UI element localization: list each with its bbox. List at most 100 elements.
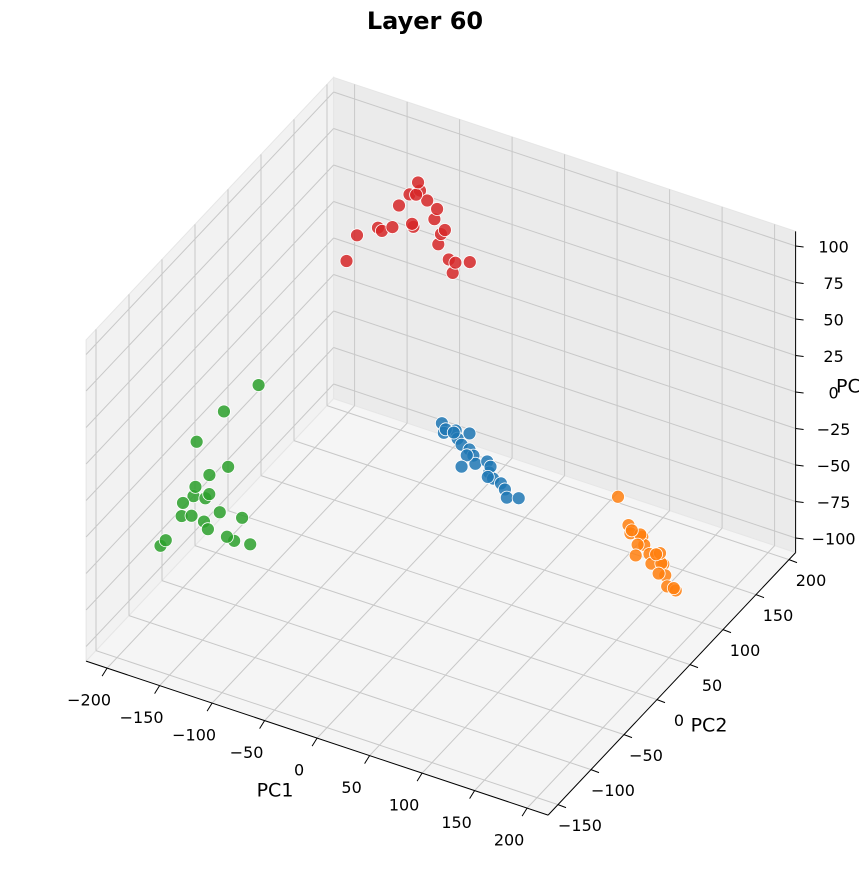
grid-line xyxy=(211,440,460,704)
y-tick xyxy=(689,664,699,669)
point xyxy=(176,496,190,510)
grid-line xyxy=(526,545,775,809)
point xyxy=(221,459,236,474)
point xyxy=(651,566,666,581)
point xyxy=(405,216,419,231)
x-tick-label: 100 xyxy=(389,796,420,815)
grid-line xyxy=(333,237,796,393)
point xyxy=(420,193,435,208)
y-tick-label: −150 xyxy=(558,816,602,835)
y-tick-label: −100 xyxy=(591,781,635,800)
grid-line xyxy=(333,383,796,539)
y-tick-label: 100 xyxy=(730,641,761,660)
grid-line xyxy=(85,237,334,501)
point xyxy=(611,489,625,504)
points xyxy=(153,175,683,598)
point xyxy=(454,459,469,474)
point xyxy=(350,228,364,243)
point xyxy=(430,202,445,216)
grid-line xyxy=(264,457,513,721)
point xyxy=(200,522,215,537)
z-tick-label: −100 xyxy=(812,530,856,549)
x-tick xyxy=(259,720,266,729)
z-tick xyxy=(795,355,804,357)
z-tick xyxy=(795,501,804,503)
grid-line xyxy=(326,405,790,561)
grid-line xyxy=(85,91,334,355)
point xyxy=(184,508,199,523)
axes: −200−150−100−50050100150200−150−100−5005… xyxy=(67,231,859,850)
x-tick-label: −50 xyxy=(230,743,264,762)
grid-line xyxy=(333,310,796,466)
grid xyxy=(85,84,796,809)
point xyxy=(243,537,258,552)
grid-line xyxy=(159,422,408,686)
y-tick-label: −50 xyxy=(629,746,663,765)
grid-line xyxy=(474,527,723,791)
x-tick-label: 50 xyxy=(341,778,361,797)
grid-line xyxy=(227,510,691,666)
point xyxy=(448,255,463,270)
z-tick xyxy=(795,537,804,540)
x-tick xyxy=(101,667,108,677)
z-tick-label: −75 xyxy=(817,493,851,512)
x-tick xyxy=(206,702,213,712)
y-tick-label: 150 xyxy=(763,606,794,625)
x-tick-label: −100 xyxy=(172,726,216,745)
point xyxy=(437,223,452,237)
point xyxy=(480,469,495,484)
point xyxy=(462,426,477,441)
grid-line xyxy=(128,615,592,771)
z-tick-label: −25 xyxy=(817,420,851,439)
z-tick xyxy=(795,428,804,430)
z-tick-label: 75 xyxy=(823,274,843,293)
grid-line xyxy=(421,510,670,774)
z-tick xyxy=(795,282,804,284)
point xyxy=(649,547,663,562)
z-tick xyxy=(795,464,804,467)
grid-line xyxy=(85,383,334,647)
point xyxy=(392,198,406,213)
grid-line xyxy=(85,128,334,392)
axis-line xyxy=(85,660,549,816)
grid-line xyxy=(260,475,724,631)
point xyxy=(339,254,354,268)
y-axis-title: PC2 xyxy=(691,715,728,737)
z-tick xyxy=(795,245,804,248)
y-tick xyxy=(557,804,567,809)
x-axis-title: PC1 xyxy=(257,780,294,802)
grid-line xyxy=(85,164,334,428)
point xyxy=(217,404,231,419)
grid-line xyxy=(316,475,565,739)
z-tick-label: −50 xyxy=(817,457,851,476)
point xyxy=(188,479,203,494)
grid-line xyxy=(161,580,625,736)
point xyxy=(220,529,234,544)
point xyxy=(628,548,643,563)
y-tick-label: 0 xyxy=(674,711,684,730)
z-tick-label: 25 xyxy=(823,347,843,366)
y-tick xyxy=(788,559,798,564)
y-tick-label: 200 xyxy=(796,571,827,590)
point xyxy=(411,175,425,190)
grid-line xyxy=(85,274,334,538)
x-tick-label: 150 xyxy=(441,813,472,832)
z-tick-label: 50 xyxy=(823,311,843,330)
x-tick xyxy=(311,737,318,747)
grid-line xyxy=(333,128,796,283)
x-tick xyxy=(154,685,161,694)
point xyxy=(459,448,474,463)
point xyxy=(158,533,173,548)
grid-line xyxy=(194,545,658,701)
grid-line xyxy=(85,310,334,574)
y-tick xyxy=(755,594,765,599)
axis-line xyxy=(547,552,796,816)
y-tick xyxy=(656,699,666,704)
x-tick-label: −200 xyxy=(67,691,111,710)
x-tick xyxy=(416,772,423,782)
y-tick xyxy=(590,769,600,774)
x-tick-label: 200 xyxy=(494,831,525,850)
point xyxy=(462,255,477,270)
grid-line xyxy=(369,492,618,756)
point xyxy=(624,523,639,538)
